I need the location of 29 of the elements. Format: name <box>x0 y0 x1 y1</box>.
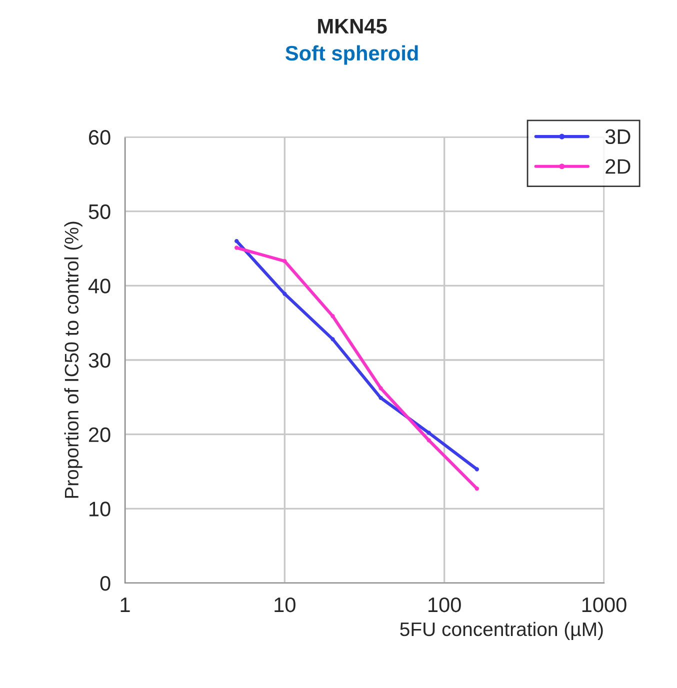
y-tick-label: 10 <box>90 502 110 516</box>
x-tick-label: 1000 <box>582 597 626 612</box>
y-tick-label: 20 <box>88 427 110 442</box>
point <box>474 486 480 491</box>
y-tick-label: 60 <box>89 130 110 145</box>
point <box>474 467 480 472</box>
point <box>330 337 335 342</box>
point <box>426 438 431 442</box>
point <box>426 430 431 435</box>
x-axis-title: 5FU concentration (µM) <box>400 622 603 640</box>
point <box>282 259 287 264</box>
y-axis-title: Proportion of IC50 to control (%) <box>64 222 82 498</box>
y-tick-label: 50 <box>88 204 110 220</box>
chart-subtitle: Soft spheroid <box>286 45 418 65</box>
legend-label: 2D <box>606 159 630 174</box>
chart-title: MKN45 <box>318 19 387 34</box>
x-tick-label: 10 <box>274 597 296 612</box>
point <box>330 314 335 318</box>
x-tick-label: 100 <box>428 597 461 612</box>
x-tick-label: 1 <box>120 598 130 612</box>
point <box>378 386 383 390</box>
y-tick-label: 0 <box>100 576 110 591</box>
y-tick-label: 40 <box>88 278 110 294</box>
point <box>234 246 239 250</box>
point <box>234 238 239 244</box>
point <box>282 292 287 296</box>
legend-label: 3D <box>605 129 630 144</box>
y-tick-label: 30 <box>88 353 110 368</box>
point <box>378 396 383 400</box>
